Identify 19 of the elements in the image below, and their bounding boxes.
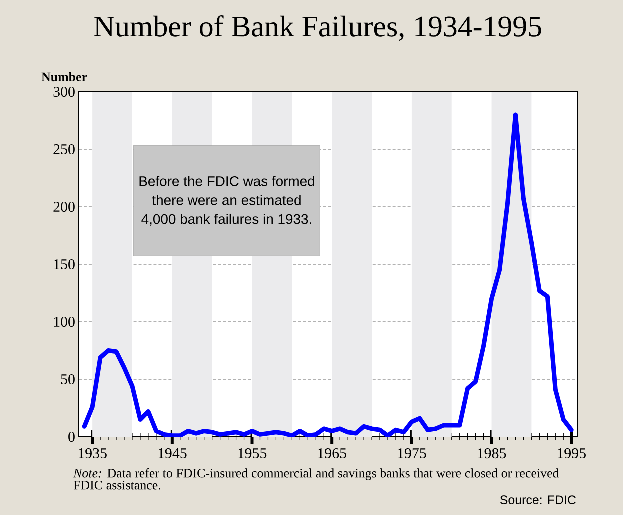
x-tick-label: 1965 xyxy=(318,448,346,459)
y-tick-label: 100 xyxy=(54,316,75,328)
y-axis-title: Number xyxy=(42,72,88,82)
chart-title: Number of Bank Failures, 1934-1995 xyxy=(94,16,542,42)
x-tick-label: 1985 xyxy=(478,448,506,459)
y-tick-label: 250 xyxy=(54,144,75,155)
x-tick-label: 1975 xyxy=(398,448,426,459)
x-tick-label: 1935 xyxy=(78,448,107,459)
x-tick-label: 1945 xyxy=(158,448,187,459)
source-note: Source: FDIC xyxy=(500,496,576,504)
y-tick-label: 150 xyxy=(54,259,75,270)
annotation: Before the FDIC was formed there were an estimated 4,000 bank failures in 1933. xyxy=(140,176,314,226)
x-tick-label: 1995 xyxy=(558,448,586,459)
text: Note: Data refer to FDIC-insured commercial and savings banks that were closed or received FDIC assistance. xyxy=(73,468,560,490)
x-tick-label: 1955 xyxy=(238,448,267,459)
y-tick-label: 0 xyxy=(68,432,75,442)
y-tick-label: 200 xyxy=(54,202,75,212)
y-tick-label: 300 xyxy=(54,86,75,98)
y-tick-label: 50 xyxy=(61,374,75,385)
